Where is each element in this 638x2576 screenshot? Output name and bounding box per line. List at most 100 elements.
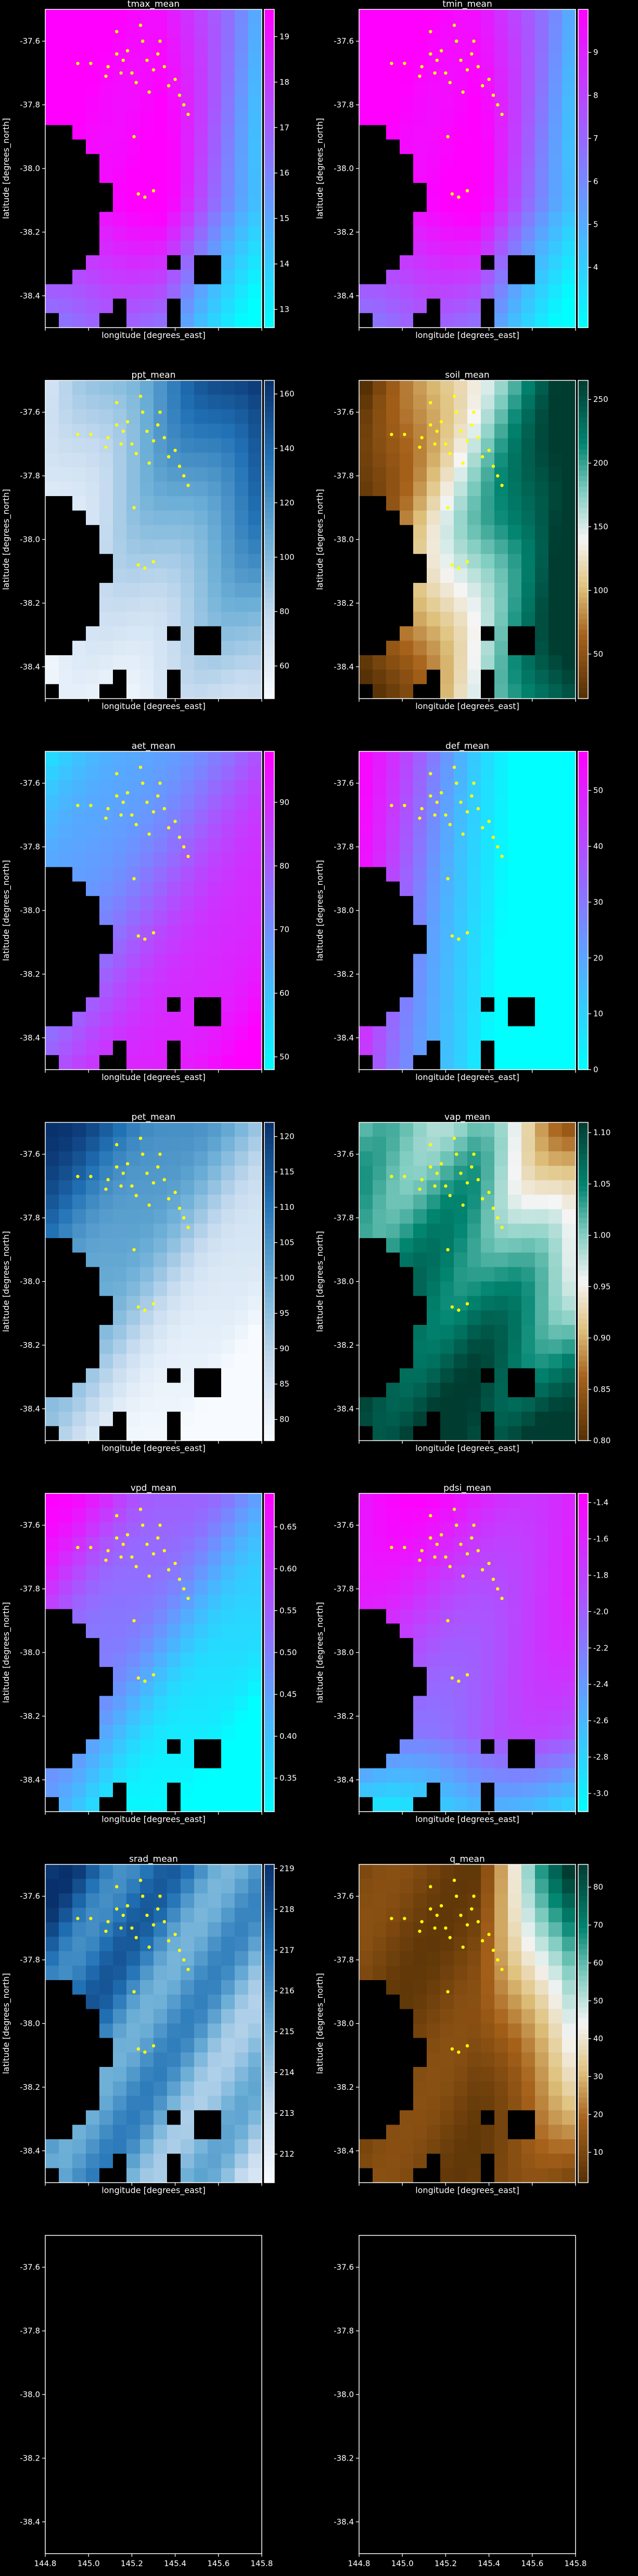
heatmap-cell: [235, 1739, 249, 1754]
heatmap-cell: [454, 1739, 468, 1754]
heatmap-cell: [508, 1768, 522, 1783]
heatmap-cell: [454, 1224, 468, 1239]
heatmap-cell: [359, 438, 373, 453]
heatmap-cell: [194, 954, 208, 969]
heatmap-cell: [72, 1324, 86, 1340]
heatmap-cell: [194, 896, 208, 911]
heatmap-cell: [248, 1354, 262, 1369]
heatmap-cell: [494, 838, 508, 853]
colorbar-segment: [578, 142, 588, 148]
heatmap-cell: [181, 1864, 195, 1879]
heatmap-cell: [373, 1493, 387, 1508]
heatmap-cell: [140, 482, 154, 497]
heatmap-cell: [167, 1507, 181, 1523]
heatmap-cell: [481, 1522, 495, 1538]
heatmap-cell: [467, 1566, 481, 1581]
heatmap-cell: [562, 510, 576, 526]
heatmap-cell: [481, 1165, 495, 1181]
heatmap-cell: [140, 881, 154, 896]
colorbar-tick-label: 1.05: [593, 1179, 610, 1189]
colorbar-segment: [578, 1790, 588, 1796]
y-tick-label: -38.2: [20, 1341, 40, 1350]
heatmap-cell: [562, 1551, 576, 1566]
heatmap-cell: [427, 197, 441, 213]
heatmap-cell: [181, 1411, 195, 1427]
heatmap-cell: [440, 1055, 454, 1070]
colorbar-segment: [578, 179, 588, 185]
heatmap-cell: [235, 1354, 249, 1369]
heatmap-cell: [481, 269, 495, 285]
heatmap-cell: [154, 626, 168, 641]
heatmap-cell: [535, 67, 549, 82]
y-tick-label: -38.4: [334, 1404, 354, 1413]
heatmap-cell: [126, 968, 141, 983]
station-marker: [390, 1545, 393, 1550]
heatmap-cell: [481, 896, 495, 911]
heatmap-cell: [59, 1797, 73, 1812]
heatmap-cell: [181, 2038, 195, 2053]
colorbar-segment: [264, 285, 274, 291]
station-marker: [496, 1216, 500, 1220]
heatmap-cell: [154, 1252, 168, 1268]
heatmap-cell: [126, 395, 141, 410]
heatmap-cell: [208, 925, 222, 940]
heatmap-cell: [86, 539, 100, 554]
heatmap-cell: [86, 53, 100, 68]
heatmap-cell: [248, 1907, 262, 1923]
heatmap-cell: [99, 1768, 113, 1783]
heatmap-cell: [508, 852, 522, 868]
colorbar-segment: [264, 1281, 274, 1287]
heatmap-cell: [521, 954, 535, 969]
heatmap-cell: [208, 1768, 222, 1783]
heatmap-cell: [59, 1566, 73, 1581]
heatmap-cell: [59, 1681, 73, 1697]
heatmap-cell: [248, 568, 262, 583]
heatmap-cell: [373, 23, 387, 39]
heatmap-cells: [359, 751, 576, 1070]
heatmap-cell: [454, 82, 468, 97]
heatmap-cell: [221, 139, 235, 154]
colorbar-segment: [578, 222, 588, 227]
heatmap-cell: [562, 409, 576, 424]
station-marker: [470, 794, 474, 798]
colorbar-segment: [264, 1769, 274, 1775]
heatmap-cell: [72, 2038, 86, 2053]
heatmap-cell: [467, 867, 481, 882]
heatmap-cell: [494, 968, 508, 983]
y-tick-label: -37.8: [20, 842, 40, 852]
colorbar-segment: [264, 1239, 274, 1245]
station-marker: [186, 484, 190, 487]
colorbar-segment: [264, 1339, 274, 1346]
heatmap-cell: [562, 423, 576, 439]
heatmap-cell: [400, 226, 414, 241]
heatmap-cell: [221, 1638, 235, 1653]
heatmap-cell: [221, 255, 235, 270]
heatmap-cell: [86, 284, 100, 299]
heatmap-cell: [440, 212, 454, 227]
colorbar-segment: [578, 969, 588, 974]
heatmap-cell: [521, 1339, 535, 1355]
heatmap-cell: [235, 1797, 249, 1812]
colorbar-segment: [264, 1218, 274, 1224]
colorbar-segment: [578, 1027, 588, 1033]
heatmap-cell: [467, 1725, 481, 1740]
heatmap-cell: [154, 597, 168, 613]
heatmap-cell: [373, 655, 387, 670]
heatmap-cell: [427, 1238, 441, 1253]
heatmap-cell: [154, 997, 168, 1012]
heatmap-cell: [208, 496, 222, 511]
heatmap-cell: [494, 626, 508, 641]
heatmap-cell: [167, 1710, 181, 1725]
heatmap-cell: [194, 1122, 208, 1137]
heatmap-cell: [113, 67, 127, 82]
heatmap-cell: [359, 896, 373, 911]
heatmap-cell: [427, 1725, 441, 1740]
heatmap-cell: [194, 1296, 208, 1311]
heatmap-cell: [562, 626, 576, 641]
station-marker: [136, 1305, 141, 1309]
heatmap-cell: [454, 1653, 468, 1668]
heatmap-cell: [140, 896, 154, 911]
heatmap-cell: [86, 510, 100, 526]
heatmap-cell: [194, 852, 208, 868]
heatmap-cell: [72, 896, 86, 911]
